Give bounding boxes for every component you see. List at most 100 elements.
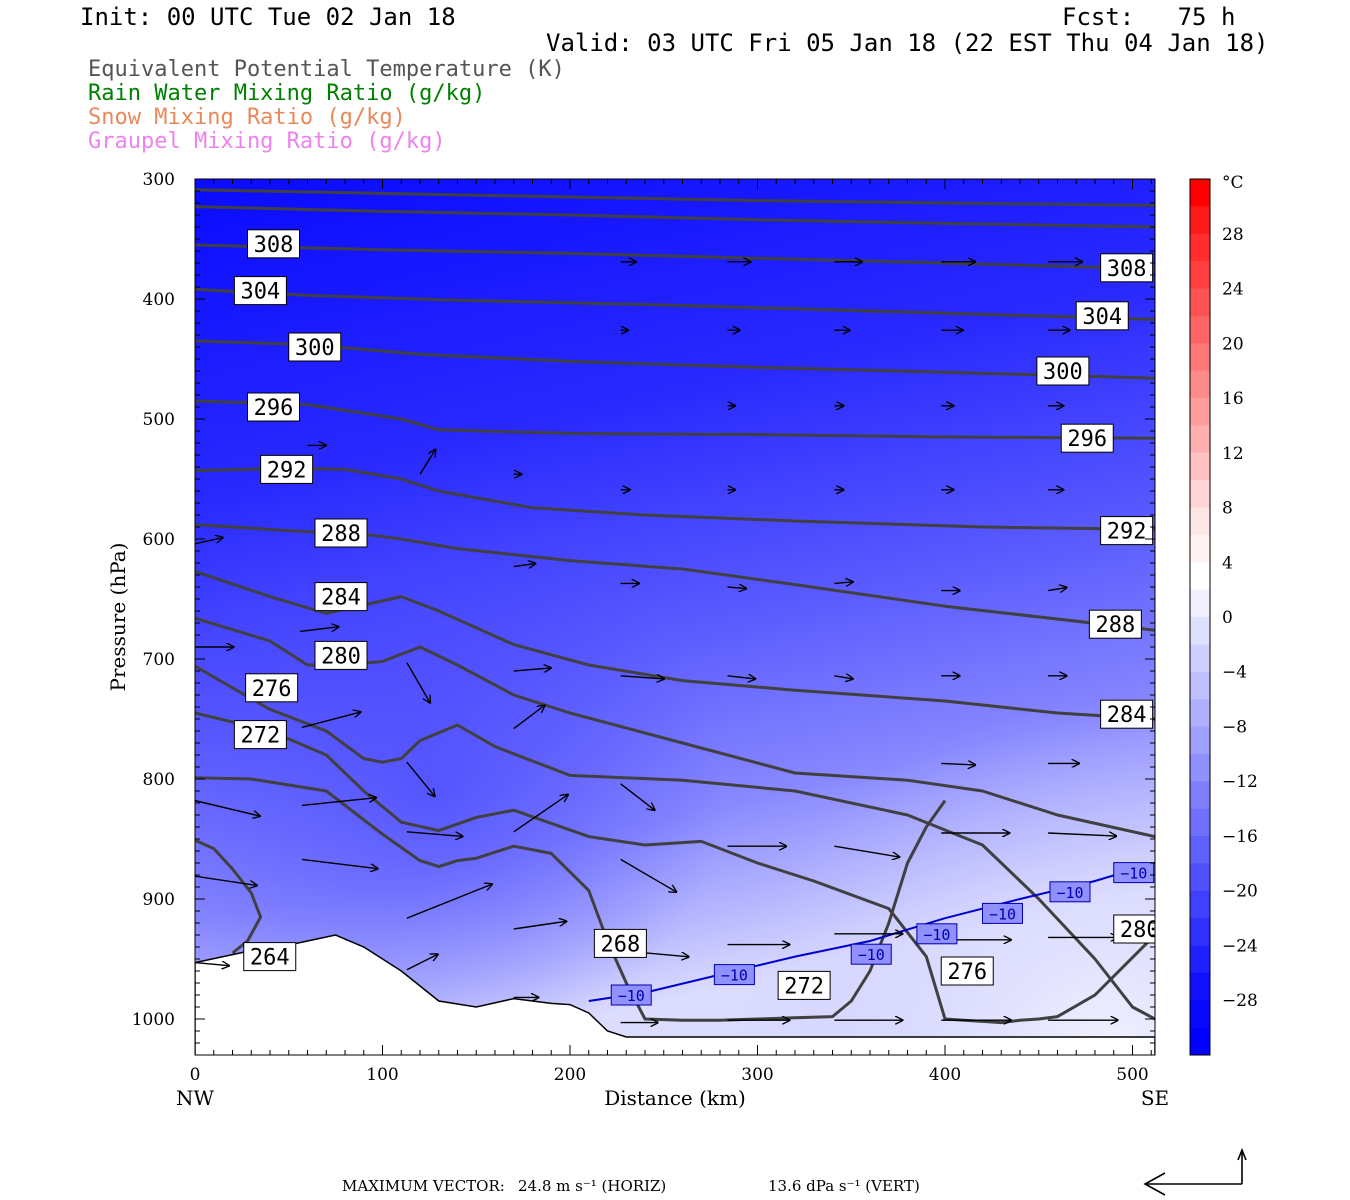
theta-e-label: 276	[940, 956, 994, 986]
colorbar-swatch	[1190, 863, 1210, 892]
wind-vector	[195, 875, 257, 885]
colorbar-swatch	[1190, 972, 1210, 1001]
theta-e-label: 308	[1100, 253, 1154, 283]
colorbar-frame	[1189, 178, 1211, 1056]
x-tick-label: 500	[1116, 1065, 1148, 1085]
colorbar-unit: °C	[1222, 173, 1244, 193]
colorbar-tick-label: 8	[1222, 499, 1233, 519]
wind-vector	[620, 783, 655, 810]
colorbar-swatch	[1190, 945, 1210, 974]
colorbar-tick-label: −8	[1222, 717, 1247, 737]
colorbar-swatch	[1190, 644, 1210, 673]
y-tick-label: 1000	[132, 1010, 175, 1030]
svg-text:296: 296	[1067, 427, 1107, 452]
wind-vector	[195, 963, 229, 966]
theta-e-label: 292	[260, 454, 314, 484]
y-tick-label: 800	[143, 770, 175, 790]
x-tick-label: 300	[741, 1065, 773, 1085]
wind-vector	[513, 795, 568, 833]
wind-vector	[406, 831, 463, 837]
theta-e-label: 300	[288, 332, 342, 362]
wind-vector	[406, 761, 435, 796]
x-tick-label: 100	[366, 1065, 398, 1085]
colorbar-swatch	[1190, 315, 1210, 344]
svg-text:304: 304	[241, 280, 281, 305]
wind-vector	[195, 799, 260, 817]
isotherm-label: −10	[850, 943, 892, 965]
svg-text:−10: −10	[923, 926, 950, 944]
isotherm-label: −10	[916, 923, 958, 945]
theta-e-label: 284	[1100, 699, 1154, 729]
legend-snow: Snow Mixing Ratio (g/kg)	[88, 105, 406, 130]
wind-vector	[834, 676, 853, 679]
legend-theta-e: Equivalent Potential Temperature (K)	[88, 57, 565, 82]
colorbar-swatch	[1190, 288, 1210, 317]
colorbar-swatch	[1190, 808, 1210, 837]
theta-e-label: 280	[1113, 914, 1155, 944]
theta-e-label: 292	[1100, 516, 1154, 546]
colorbar-swatch	[1190, 589, 1210, 618]
colorbar-tick-label: 24	[1222, 280, 1244, 300]
init-time: Init: 00 UTC Tue 02 Jan 18	[80, 3, 456, 31]
colorbar-swatch	[1190, 398, 1210, 426]
max-vector-vert: 13.6 dPa s⁻¹ (VERT)	[768, 1177, 920, 1195]
colorbar-swatch	[1190, 261, 1210, 290]
wind-vector	[620, 858, 677, 892]
colorbar-swatch	[1190, 671, 1210, 700]
colorbar-swatch	[1190, 534, 1210, 563]
colorbar-swatch	[1190, 507, 1210, 536]
wind-vector	[419, 449, 436, 475]
theta-e-label: 272	[233, 720, 287, 750]
colorbar-swatch	[1190, 1000, 1210, 1029]
wind-vector	[301, 858, 378, 868]
wind-vector	[513, 705, 545, 730]
theta-e-label: 296	[1060, 423, 1114, 453]
svg-text:−10: −10	[721, 967, 748, 985]
svg-text:268: 268	[601, 932, 641, 957]
isotherm-label: −10	[982, 902, 1023, 924]
y-tick-label: 500	[143, 410, 175, 430]
wind-vector	[406, 954, 438, 971]
se-label: SE	[1141, 1086, 1169, 1110]
svg-text:288: 288	[1096, 613, 1136, 638]
colorbar-swatch	[1190, 425, 1210, 454]
isotherm-label: −10	[713, 964, 755, 986]
theta-e-contour	[195, 838, 263, 955]
svg-text:296: 296	[254, 396, 294, 421]
wind-vector	[727, 587, 747, 589]
colorbar-swatch	[1190, 206, 1210, 235]
wind-vector	[301, 798, 376, 807]
svg-text:300: 300	[295, 336, 335, 361]
colorbar-tick-label: 20	[1222, 334, 1244, 354]
svg-text:272: 272	[241, 724, 281, 749]
wind-vector	[727, 676, 756, 679]
svg-text:272: 272	[784, 974, 824, 999]
svg-text:−10: −10	[618, 987, 645, 1005]
colorbar-tick-label: 16	[1222, 389, 1244, 409]
svg-text:292: 292	[267, 458, 307, 483]
colorbar-tick-label: −4	[1222, 663, 1247, 683]
svg-text:292: 292	[1107, 520, 1147, 545]
colorbar-tick-label: 0	[1222, 608, 1233, 628]
max-vector-horiz: 24.8 m s⁻¹ (HORIZ)	[518, 1177, 667, 1195]
wind-vector	[941, 763, 975, 765]
svg-text:−10: −10	[1056, 884, 1083, 902]
theta-e-label: 268	[593, 928, 647, 958]
theta-e-label: 264	[243, 942, 297, 972]
theta-e-label: 284	[314, 582, 368, 612]
colorbar-swatch	[1190, 617, 1210, 645]
svg-text:288: 288	[321, 522, 361, 547]
y-tick-label: 300	[143, 170, 175, 190]
wind-vector	[406, 662, 430, 703]
theta-e-label: 304	[233, 276, 287, 306]
y-tick-label: 400	[143, 290, 175, 310]
theta-e-label: 296	[247, 392, 300, 422]
colorbar-tick-label: 28	[1222, 225, 1244, 245]
wind-vector	[620, 676, 664, 679]
terrain-profile	[195, 934, 1155, 1055]
valid-time: Valid: 03 UTC Fri 05 Jan 18 (22 EST Thu …	[546, 29, 1269, 57]
svg-text:308: 308	[1107, 257, 1147, 282]
forecast-hour: Fcst: 75 h	[1062, 3, 1236, 31]
svg-text:276: 276	[947, 960, 987, 985]
svg-text:−10: −10	[989, 905, 1016, 923]
